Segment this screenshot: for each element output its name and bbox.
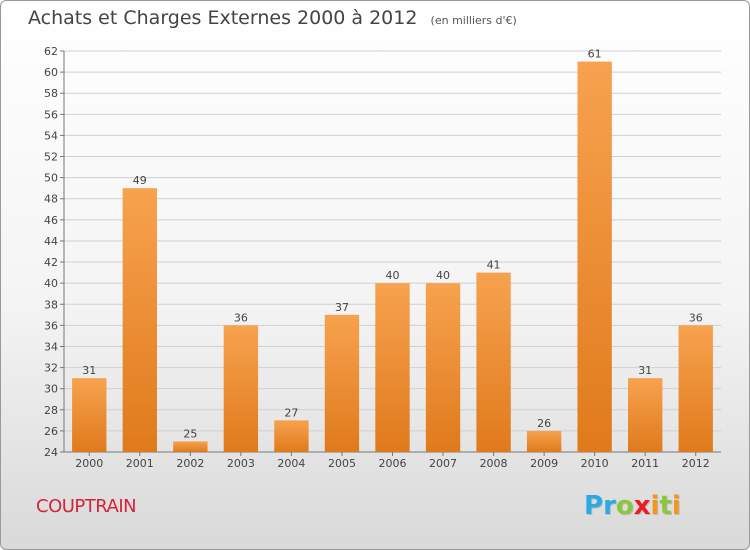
y-tick-label: 44 [44,235,58,248]
chart-unit: (en milliers d'€) [430,14,517,27]
y-tick-label: 42 [44,256,58,269]
logo-letter: i [650,491,660,521]
bar [628,378,663,452]
bar [678,325,713,452]
place-name: COUPTRAIN [36,496,137,517]
data-label: 26 [537,417,551,430]
y-tick-label: 24 [44,446,58,459]
bar [274,420,309,452]
bars: 31 49 25 36 27 37 40 40 41 26 61 31 36 [72,48,713,452]
y-tick-label: 46 [44,214,58,227]
bar [173,441,208,452]
data-label: 36 [689,311,703,324]
x-tick-label: 2009 [530,457,558,470]
logo-letter: P [584,491,604,521]
logo-letter: x [633,491,651,521]
bar [526,430,562,452]
x-tick-label: 2006 [379,457,407,470]
data-label: 27 [284,406,298,419]
x-tick-label: 2002 [176,457,204,470]
data-label: 31 [82,364,96,377]
title-row: Achats et Charges Externes 2000 à 2012 (… [28,7,517,29]
data-label: 41 [487,259,501,272]
y-tick-label: 32 [44,362,58,375]
x-tick-label: 2008 [480,457,508,470]
chart-title: Achats et Charges Externes 2000 à 2012 [28,7,418,29]
y-tick-label: 34 [44,340,58,353]
logo-letter: o [615,491,634,521]
y-tick-label: 62 [44,45,58,58]
y-tick-label: 40 [44,277,58,290]
y-tick-label: 38 [44,298,58,311]
y-tick-label: 58 [44,87,58,100]
x-tick-label: 2011 [631,457,659,470]
x-tick-label: 2000 [75,457,103,470]
y-tick-label: 56 [44,108,58,121]
y-tick-label: 30 [44,383,58,396]
bar [375,283,410,452]
data-label: 40 [386,269,400,282]
y-tick-label: 36 [44,319,58,332]
y-tick-label: 60 [44,66,58,79]
x-tick-label: 2005 [328,457,356,470]
proxiti-logo: Proxiti [584,491,681,521]
y-tick-label: 26 [44,425,58,438]
data-label: 25 [183,427,197,440]
data-label: 49 [133,174,147,187]
x-tick-label: 2003 [227,457,255,470]
x-axis: 2000 2001 2002 2003 2004 2005 2006 2007 2008 2009… [75,452,710,470]
data-label: 31 [638,364,652,377]
bar [324,314,360,452]
y-tick-label: 48 [44,193,58,206]
x-tick-label: 2007 [429,457,457,470]
bar [476,272,511,452]
y-tick-label: 50 [44,172,58,185]
x-tick-label: 2001 [126,457,154,470]
y-tick-label: 52 [44,151,58,164]
bar [223,325,259,452]
logo-letter: i [671,491,681,521]
data-label: 61 [588,48,602,61]
data-label: 37 [335,301,349,314]
logo-letter: r [603,491,616,521]
bar [425,283,461,452]
data-label: 40 [436,269,450,282]
bar [72,378,107,452]
logo-letter: t [659,491,672,521]
y-tick-label: 54 [44,129,58,142]
data-label: 36 [234,311,248,324]
y-tick-label: 28 [44,404,58,417]
x-tick-label: 2010 [581,457,609,470]
bar [577,61,612,452]
bar [122,188,157,452]
x-tick-label: 2004 [277,457,305,470]
x-tick-label: 2012 [682,457,710,470]
